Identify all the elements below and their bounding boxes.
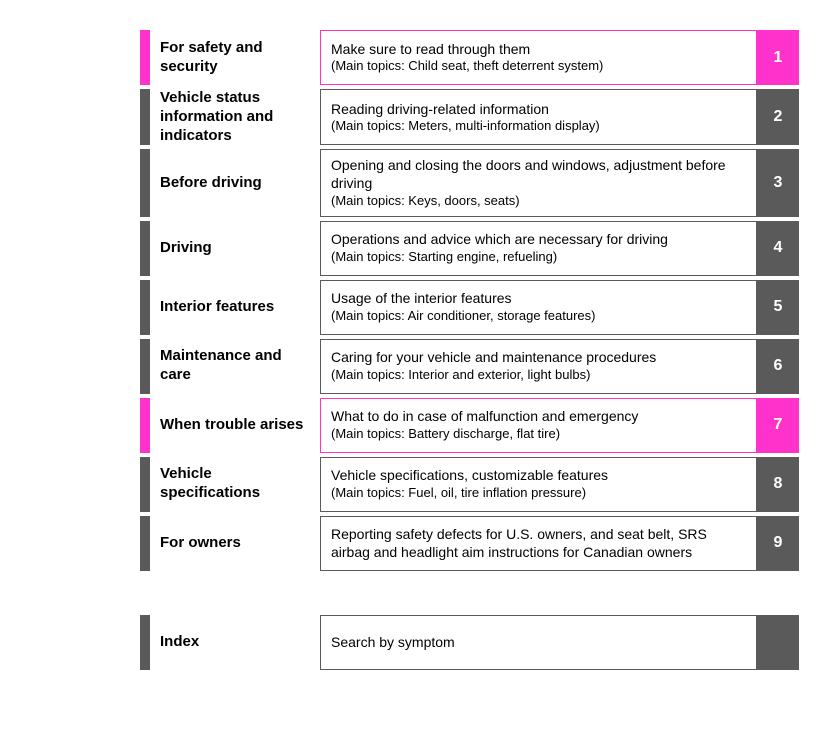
- section-description: Caring for your vehicle and maintenance …: [320, 339, 757, 394]
- index-number: [757, 615, 799, 670]
- section-title: When trouble arises: [160, 398, 320, 453]
- section-number: 7: [757, 398, 799, 453]
- section-stripe: [140, 339, 150, 394]
- toc-row[interactable]: For safety and securityMake sure to read…: [140, 30, 799, 85]
- section-title: Vehicle status information and indicator…: [160, 89, 320, 145]
- section-stripe: [140, 457, 150, 512]
- toc-row[interactable]: For owners Reporting safety defects for U…: [140, 516, 799, 571]
- toc-row[interactable]: Vehicle specifications Vehicle specificat…: [140, 457, 799, 512]
- toc-row[interactable]: Driving Operations and advice which are n…: [140, 221, 799, 276]
- section-subtopics: (Main topics: Starting engine, refueling…: [331, 249, 746, 266]
- section-subtopics: (Main topics: Interior and exterior, lig…: [331, 367, 746, 384]
- section-subtopics: (Main topics: Fuel, oil, tire inflation …: [331, 485, 746, 502]
- section-number: 6: [757, 339, 799, 394]
- section-description: Reporting safety defects for U.S. owners…: [320, 516, 757, 571]
- section-stripe: [140, 615, 150, 670]
- section-subtopics: (Main topics: Keys, doors, seats): [331, 193, 746, 210]
- section-title: For safety and security: [160, 30, 320, 85]
- section-desc-main: Reading driving-related information: [331, 100, 746, 118]
- section-stripe: [140, 149, 150, 216]
- toc-row[interactable]: Interior featuresUsage of the interior f…: [140, 280, 799, 335]
- section-title: Maintenance and care: [160, 339, 320, 394]
- toc-row[interactable]: Before driving Opening and closing the do…: [140, 149, 799, 216]
- section-stripe: [140, 398, 150, 453]
- table-of-contents: For safety and securityMake sure to read…: [140, 30, 799, 670]
- section-number: 9: [757, 516, 799, 571]
- section-desc-main: Make sure to read through them: [331, 40, 746, 58]
- section-description: Usage of the interior features(Main topi…: [320, 280, 757, 335]
- section-title: For owners: [160, 516, 320, 571]
- section-description: Make sure to read through them(Main topi…: [320, 30, 757, 85]
- section-stripe: [140, 30, 150, 85]
- section-desc-main: Usage of the interior features: [331, 289, 746, 307]
- section-subtopics: (Main topics: Battery discharge, flat ti…: [331, 426, 746, 443]
- section-title: Interior features: [160, 280, 320, 335]
- section-stripe: [140, 221, 150, 276]
- section-desc-main: Vehicle specifications, customizable fea…: [331, 466, 746, 484]
- index-desc-main: Search by symptom: [331, 633, 746, 651]
- section-stripe: [140, 516, 150, 571]
- section-number: 4: [757, 221, 799, 276]
- section-description: Reading driving-related information(Main…: [320, 89, 757, 145]
- section-desc-main: Opening and closing the doors and window…: [331, 156, 746, 192]
- section-number: 2: [757, 89, 799, 145]
- section-subtopics: (Main topics: Meters, multi-information …: [331, 118, 746, 135]
- section-desc-main: Operations and advice which are necessar…: [331, 230, 746, 248]
- section-stripe: [140, 280, 150, 335]
- section-desc-main: What to do in case of malfunction and em…: [331, 407, 746, 425]
- section-title: Vehicle specifications: [160, 457, 320, 512]
- section-description: Vehicle specifications, customizable fea…: [320, 457, 757, 512]
- index-description: Search by symptom: [320, 615, 757, 670]
- section-desc-main: Reporting safety defects for U.S. owners…: [331, 525, 746, 561]
- section-subtopics: (Main topics: Child seat, theft deterren…: [331, 58, 746, 75]
- section-number: 8: [757, 457, 799, 512]
- section-description: Operations and advice which are necessar…: [320, 221, 757, 276]
- toc-row[interactable]: Vehicle status information and indicator…: [140, 89, 799, 145]
- toc-row[interactable]: Maintenance and care Caring for your vehi…: [140, 339, 799, 394]
- section-number: 5: [757, 280, 799, 335]
- index-row[interactable]: Index Search by symptom: [140, 615, 799, 670]
- section-title: Driving: [160, 221, 320, 276]
- section-title: Before driving: [160, 149, 320, 216]
- index-title: Index: [160, 615, 320, 670]
- section-stripe: [140, 89, 150, 145]
- section-description: Opening and closing the doors and window…: [320, 149, 757, 216]
- toc-row[interactable]: When trouble arises What to do in case of…: [140, 398, 799, 453]
- section-description: What to do in case of malfunction and em…: [320, 398, 757, 453]
- section-number: 3: [757, 149, 799, 216]
- section-subtopics: (Main topics: Air conditioner, storage f…: [331, 308, 746, 325]
- section-desc-main: Caring for your vehicle and maintenance …: [331, 348, 746, 366]
- section-number: 1: [757, 30, 799, 85]
